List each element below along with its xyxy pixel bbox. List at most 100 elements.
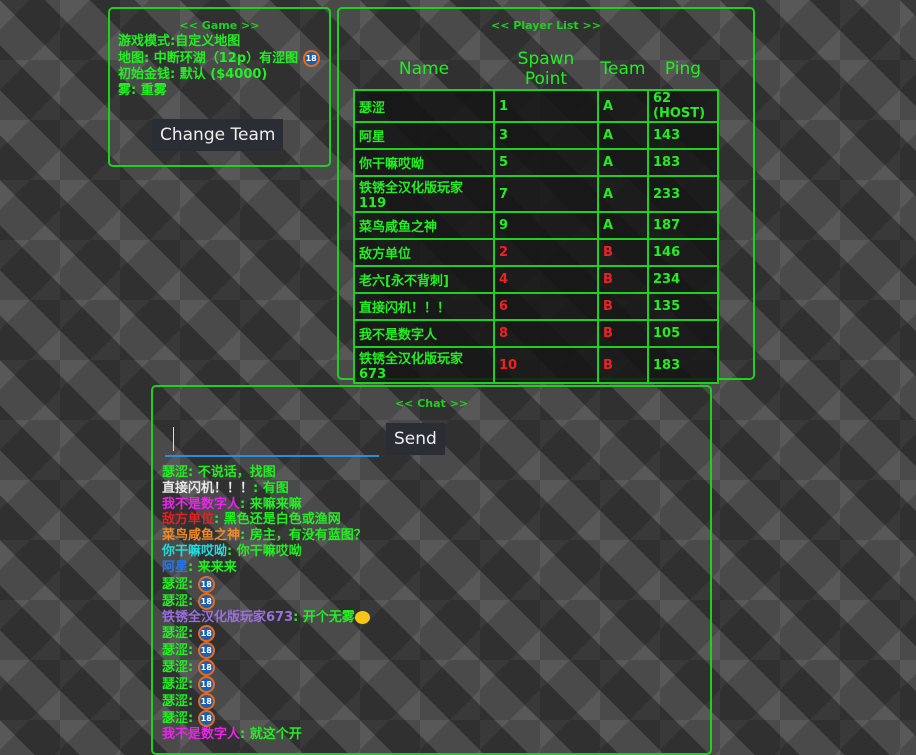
player-row[interactable]: 菜鸟咸鱼之神 9 A 187	[353, 211, 719, 240]
player-row[interactable]: 瑟涩 1 A 62 (HOST)	[353, 89, 719, 123]
spawn-point: 4	[493, 265, 599, 294]
player-name: 我不是数字人	[353, 319, 495, 348]
player-row[interactable]: 我不是数字人 8 B 105	[353, 319, 719, 348]
player-row[interactable]: 敌方单位 2 B 146	[353, 238, 719, 267]
chat-title: << Chat >>	[394, 397, 469, 410]
player-row[interactable]: 你干嘛哎呦 5 A 183	[353, 148, 719, 177]
chat-text: 你干嘛哎呦	[236, 543, 302, 559]
ping: 233	[647, 175, 719, 213]
player-row[interactable]: 老六[永不背刺] 4 B 234	[353, 265, 719, 294]
chat-text: 开个无雾	[302, 609, 355, 625]
emoji-18-icon: 18	[197, 642, 215, 660]
column-header: Name	[398, 59, 450, 79]
ping: 234	[647, 265, 719, 294]
chat-text: 不说话，找图	[197, 465, 276, 480]
player-row[interactable]: 铁锈全汉化版玩家673 10 B 183	[353, 346, 719, 384]
spawn-point: 1	[493, 89, 599, 123]
emoji-18-icon: 18	[197, 710, 215, 728]
chat-text: 来来来	[197, 559, 237, 575]
chat-message: 阿星: 来来来	[162, 559, 237, 575]
chat-message: 铁锈全汉化版玩家673: 开个无雾	[162, 610, 370, 626]
game-title: << Game >>	[179, 19, 260, 32]
chat-sender: 你干嘛哎呦	[162, 543, 228, 559]
player-row[interactable]: 阿星 3 A 143	[353, 121, 719, 150]
chat-message: 菜鸟咸鱼之神: 房主，有没有蓝图？	[162, 528, 367, 544]
chat-message: 瑟涩: 18	[162, 642, 370, 660]
emoji-18-icon: 18	[197, 676, 215, 694]
emoji-18-icon: 18	[197, 625, 215, 643]
game-map: 地图: 中断环湖（12p）有涩图 18	[118, 50, 329, 67]
chat-input[interactable]	[165, 425, 379, 457]
chat-message: 瑟涩: 18	[162, 710, 370, 728]
spawn-point: 5	[493, 148, 599, 177]
team: A	[597, 175, 649, 213]
chat-sender: 瑟涩	[162, 711, 189, 727]
game-money: 初始金钱: 默认 ($4000)	[118, 67, 268, 82]
chat-sender: 我不是数字人	[162, 496, 241, 512]
text-cursor	[173, 427, 174, 451]
team: B	[597, 319, 649, 348]
send-button[interactable]: Send	[386, 423, 445, 455]
chat-sender: 铁锈全汉化版玩家673	[162, 609, 294, 625]
spawn-point: 2	[493, 238, 599, 267]
chat-message: 瑟涩: 18	[162, 575, 370, 593]
chat-sender: 瑟涩	[162, 576, 189, 592]
player-name: 老六[永不背刺]	[353, 265, 495, 294]
player-name: 铁锈全汉化版玩家673	[353, 346, 495, 384]
ping: 62 (HOST)	[647, 89, 719, 123]
ping: 143	[647, 121, 719, 150]
emoji-18-icon: 18	[197, 659, 215, 677]
team: A	[597, 89, 649, 123]
team: A	[597, 148, 649, 177]
player-row[interactable]: 铁锈全汉化版玩家119 7 A 233	[353, 175, 719, 213]
chat-message: 瑟涩: 18	[162, 676, 370, 694]
team: A	[597, 211, 649, 240]
ping: 187	[647, 211, 719, 240]
chat-message: 敌方单位: 黑色还是白色或渔网	[162, 512, 341, 528]
emoji-18-icon: 18	[197, 575, 215, 593]
ping: 105	[647, 319, 719, 348]
spawn-point: 8	[493, 319, 599, 348]
team: A	[597, 121, 649, 150]
chat-sender: 瑟涩	[162, 465, 189, 480]
spawn-point: 10	[493, 346, 599, 384]
chat-sender: 瑟涩	[162, 694, 189, 710]
chat-text: 有图	[262, 480, 289, 496]
ping: 183	[647, 346, 719, 384]
chat-message: 我不是数字人: 就这个开	[162, 727, 302, 743]
chat-message: 你干嘛哎呦: 你干嘛哎呦	[162, 543, 302, 559]
chat-sender: 我不是数字人	[162, 727, 241, 743]
player-list-title: << Player List >>	[491, 19, 601, 32]
player-name: 瑟涩	[353, 89, 495, 123]
chat-sender: 菜鸟咸鱼之神	[162, 528, 241, 544]
player-name: 你干嘛哎呦	[353, 148, 495, 177]
game-fog: 雾: 重雾	[118, 83, 167, 98]
chat-sender: 瑟涩	[162, 660, 189, 676]
emoji-18-icon: 18	[197, 592, 215, 610]
ping: 183	[647, 148, 719, 177]
chat-message: 我不是数字人: 来嘛来嘛	[162, 496, 302, 512]
chat-message: 瑟涩: 18	[162, 625, 370, 643]
player-name: 阿星	[353, 121, 495, 150]
spawn-point: 6	[493, 292, 599, 321]
chat-sender: 瑟涩	[162, 677, 189, 693]
chat-sender: 敌方单位	[162, 512, 215, 528]
chat-text: 房主，有没有蓝图？	[249, 528, 367, 544]
chat-message: 直接闪机！！！: 有图	[162, 480, 289, 496]
spawn-point: 9	[493, 211, 599, 240]
player-name: 菜鸟咸鱼之神	[353, 211, 495, 240]
chat-text: 来嘛来嘛	[249, 496, 302, 512]
chat-sender: 阿星	[162, 559, 189, 575]
chat-sender: 直接闪机！！！	[162, 480, 254, 496]
chat-sender: 瑟涩	[162, 643, 189, 659]
player-table: Name Spawn Point Team Ping 瑟涩 1 A 62 (HOST) 阿星 3…	[353, 49, 719, 384]
change-team-button[interactable]: Change Team	[152, 119, 284, 151]
spawn-point: 7	[493, 175, 599, 213]
column-header: Spawn Point	[517, 49, 575, 89]
player-row[interactable]: 直接闪机！！！ 6 B 135	[353, 292, 719, 321]
ping: 135	[647, 292, 719, 321]
chat-text: 黑色还是白色或渔网	[223, 512, 341, 528]
game-mode: 游戏模式:自定义地图	[118, 34, 241, 49]
player-name: 铁锈全汉化版玩家119	[353, 175, 495, 213]
chat-message: 瑟涩: 18	[162, 659, 370, 677]
